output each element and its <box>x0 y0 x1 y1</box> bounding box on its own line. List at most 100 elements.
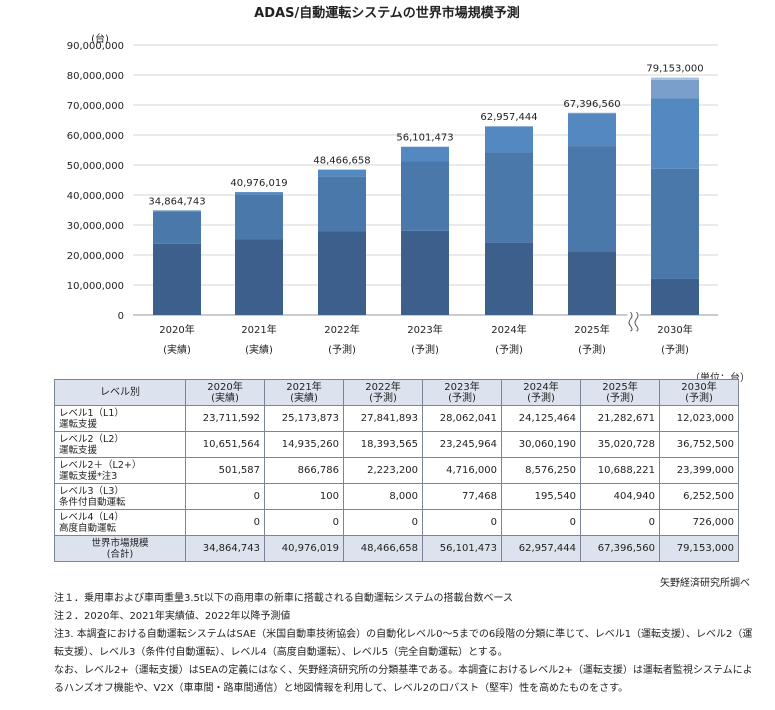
bar-total-label: 40,976,019 <box>230 178 287 189</box>
bar-segment <box>235 192 283 195</box>
bar-segment <box>568 114 616 147</box>
x-axis-ticks: 2020年 (実績) 2021年 (実績) 2022年 (予測) 2023年 (予測) 2024… <box>159 323 692 356</box>
table-header-col: 2021年 (実績) <box>264 379 344 406</box>
x-tick-sublabel: (予測) <box>495 343 523 356</box>
table-cell: 12,023,000 <box>659 405 739 432</box>
table-cell: 27,841,893 <box>343 405 423 432</box>
total-row-label: 世界市場規模 (合計) <box>54 535 186 562</box>
bar-segment <box>153 210 201 212</box>
chart: ADAS/自動運転システムの世界市場規模予測 (台) 0 10,000,000 20… <box>67 5 718 356</box>
bar-total-label: 62,957,444 <box>480 112 537 123</box>
table-cell: 77,468 <box>422 483 502 510</box>
bar-total-label: 67,396,560 <box>563 99 620 110</box>
bar-segment <box>568 146 616 252</box>
bar-segment <box>651 79 699 99</box>
table-row: レベル3（L3） 条件付自動運転 0 100 8,000 77,468 195,… <box>54 483 739 510</box>
table-header-col: 2024年 (予測) <box>501 379 581 406</box>
table-cell: 0 <box>185 483 265 510</box>
bar-total-label: 56,101,473 <box>396 133 453 144</box>
table-cell: 501,587 <box>185 457 265 484</box>
row-label: レベル2（L2） 運転支援 <box>54 431 186 458</box>
y-tick-label: 80,000,000 <box>67 71 124 82</box>
table-header-label: レベル別 <box>54 379 186 406</box>
bar-segment <box>651 278 699 315</box>
x-tick-label: 2021年 <box>241 323 276 336</box>
y-tick-label: 40,000,000 <box>67 191 124 202</box>
bar-total-labels: 34,864,743 40,976,019 48,466,658 56,101,473… <box>148 64 703 208</box>
x-tick-label: 2023年 <box>407 323 442 336</box>
x-tick-label: 2020年 <box>159 323 194 336</box>
table-cell: 726,000 <box>659 509 739 536</box>
footnote: なお、レベル2+（運転支援）はSEAの定義にはなく、矢野経済研究所の分類基準であ… <box>54 665 753 694</box>
row-label: レベル4（L4） 高度自動運転 <box>54 509 186 536</box>
bar-segment <box>153 243 201 315</box>
bar-segment <box>485 152 533 243</box>
y-tick-label: 0 <box>118 311 124 322</box>
y-tick-label: 10,000,000 <box>67 281 124 292</box>
y-tick-label: 30,000,000 <box>67 221 124 232</box>
y-axis-unit: (台) <box>91 32 109 45</box>
bar-segment <box>485 126 533 153</box>
table-cell: 40,976,019 <box>264 535 344 562</box>
table-cell: 195,540 <box>501 483 581 510</box>
table-cell: 10,651,564 <box>185 431 265 458</box>
bar-segment <box>651 98 699 169</box>
x-tick-sublabel: (予測) <box>328 343 356 356</box>
row-label: レベル2＋（L2+） 運転支援*注3 <box>54 457 186 484</box>
bar-segment <box>485 126 533 127</box>
footnote: 注3. 本調査における自動運転システムはSAE（米国自動車技術協会）の自動化レベ… <box>54 629 753 658</box>
table-cell: 10,688,221 <box>580 457 660 484</box>
table-cell: 48,466,658 <box>343 535 423 562</box>
bar-segment <box>401 161 449 231</box>
table-cell: 100 <box>264 483 344 510</box>
y-tick-label: 90,000,000 <box>67 41 124 52</box>
axis-break-mark <box>634 311 639 332</box>
table-cell: 62,957,444 <box>501 535 581 562</box>
table-cell: 35,020,728 <box>580 431 660 458</box>
table-cell: 24,125,464 <box>501 405 581 432</box>
table-total-row: 世界市場規模 (合計) 34,864,743 40,976,019 48,466… <box>54 535 739 562</box>
table-cell: 8,576,250 <box>501 457 581 484</box>
row-label: レベル1（L1） 運転支援 <box>54 405 186 432</box>
bars <box>153 77 699 315</box>
bar-segment <box>568 112 616 115</box>
bar-total-label: 79,153,000 <box>646 64 703 75</box>
x-tick-sublabel: (実績) <box>245 343 273 356</box>
table-cell: 23,711,592 <box>185 405 265 432</box>
bar-segment <box>651 168 699 279</box>
table-cell: 56,101,473 <box>422 535 502 562</box>
footnote: 注１．乗用車および車両重量3.5t以下の商用車の新車に搭載される自動運転システム… <box>54 593 514 604</box>
table-cell: 30,060,190 <box>501 431 581 458</box>
x-tick-sublabel: (予測) <box>661 343 689 356</box>
table-cell: 34,864,743 <box>185 535 265 562</box>
table-cell: 0 <box>185 509 265 536</box>
table-header-col: 2023年 (予測) <box>422 379 502 406</box>
chart-title: ADAS/自動運転システムの世界市場規模予測 <box>254 5 520 21</box>
axis-break-mark <box>628 311 633 332</box>
footnotes: 注１．乗用車および車両重量3.5t以下の商用車の新車に搭載される自動運転システム… <box>54 590 754 698</box>
table-header-col: 2025年 (予測) <box>580 379 660 406</box>
table-cell: 79,153,000 <box>659 535 739 562</box>
x-tick-sublabel: (予測) <box>411 343 439 356</box>
table-cell: 0 <box>501 509 581 536</box>
bar-total-label: 48,466,658 <box>313 156 370 167</box>
table-cell: 23,245,964 <box>422 431 502 458</box>
y-tick-label: 60,000,000 <box>67 131 124 142</box>
table-header-col: 2020年 (実績) <box>185 379 265 406</box>
bar-segment <box>318 176 366 232</box>
table-cell: 0 <box>264 509 344 536</box>
table-cell: 18,393,565 <box>343 431 423 458</box>
table-cell: 36,752,500 <box>659 431 739 458</box>
x-tick-sublabel: (実績) <box>163 343 191 356</box>
table-cell: 28,062,041 <box>422 405 502 432</box>
table-cell: 14,935,260 <box>264 431 344 458</box>
table-cell: 21,282,671 <box>580 405 660 432</box>
x-tick-label: 2024年 <box>491 323 526 336</box>
table-row: レベル1（L1） 運転支援 23,711,592 25,173,873 27,8… <box>54 405 739 432</box>
table-cell: 23,399,000 <box>659 457 739 484</box>
x-tick-sublabel: (予測) <box>578 343 606 356</box>
table-header-col: 2030年 (予測) <box>659 379 739 406</box>
table-cell: 8,000 <box>343 483 423 510</box>
table-row: レベル4（L4） 高度自動運転 0 0 0 0 0 0 726,000 <box>54 509 739 536</box>
x-tick-label: 2022年 <box>324 323 359 336</box>
